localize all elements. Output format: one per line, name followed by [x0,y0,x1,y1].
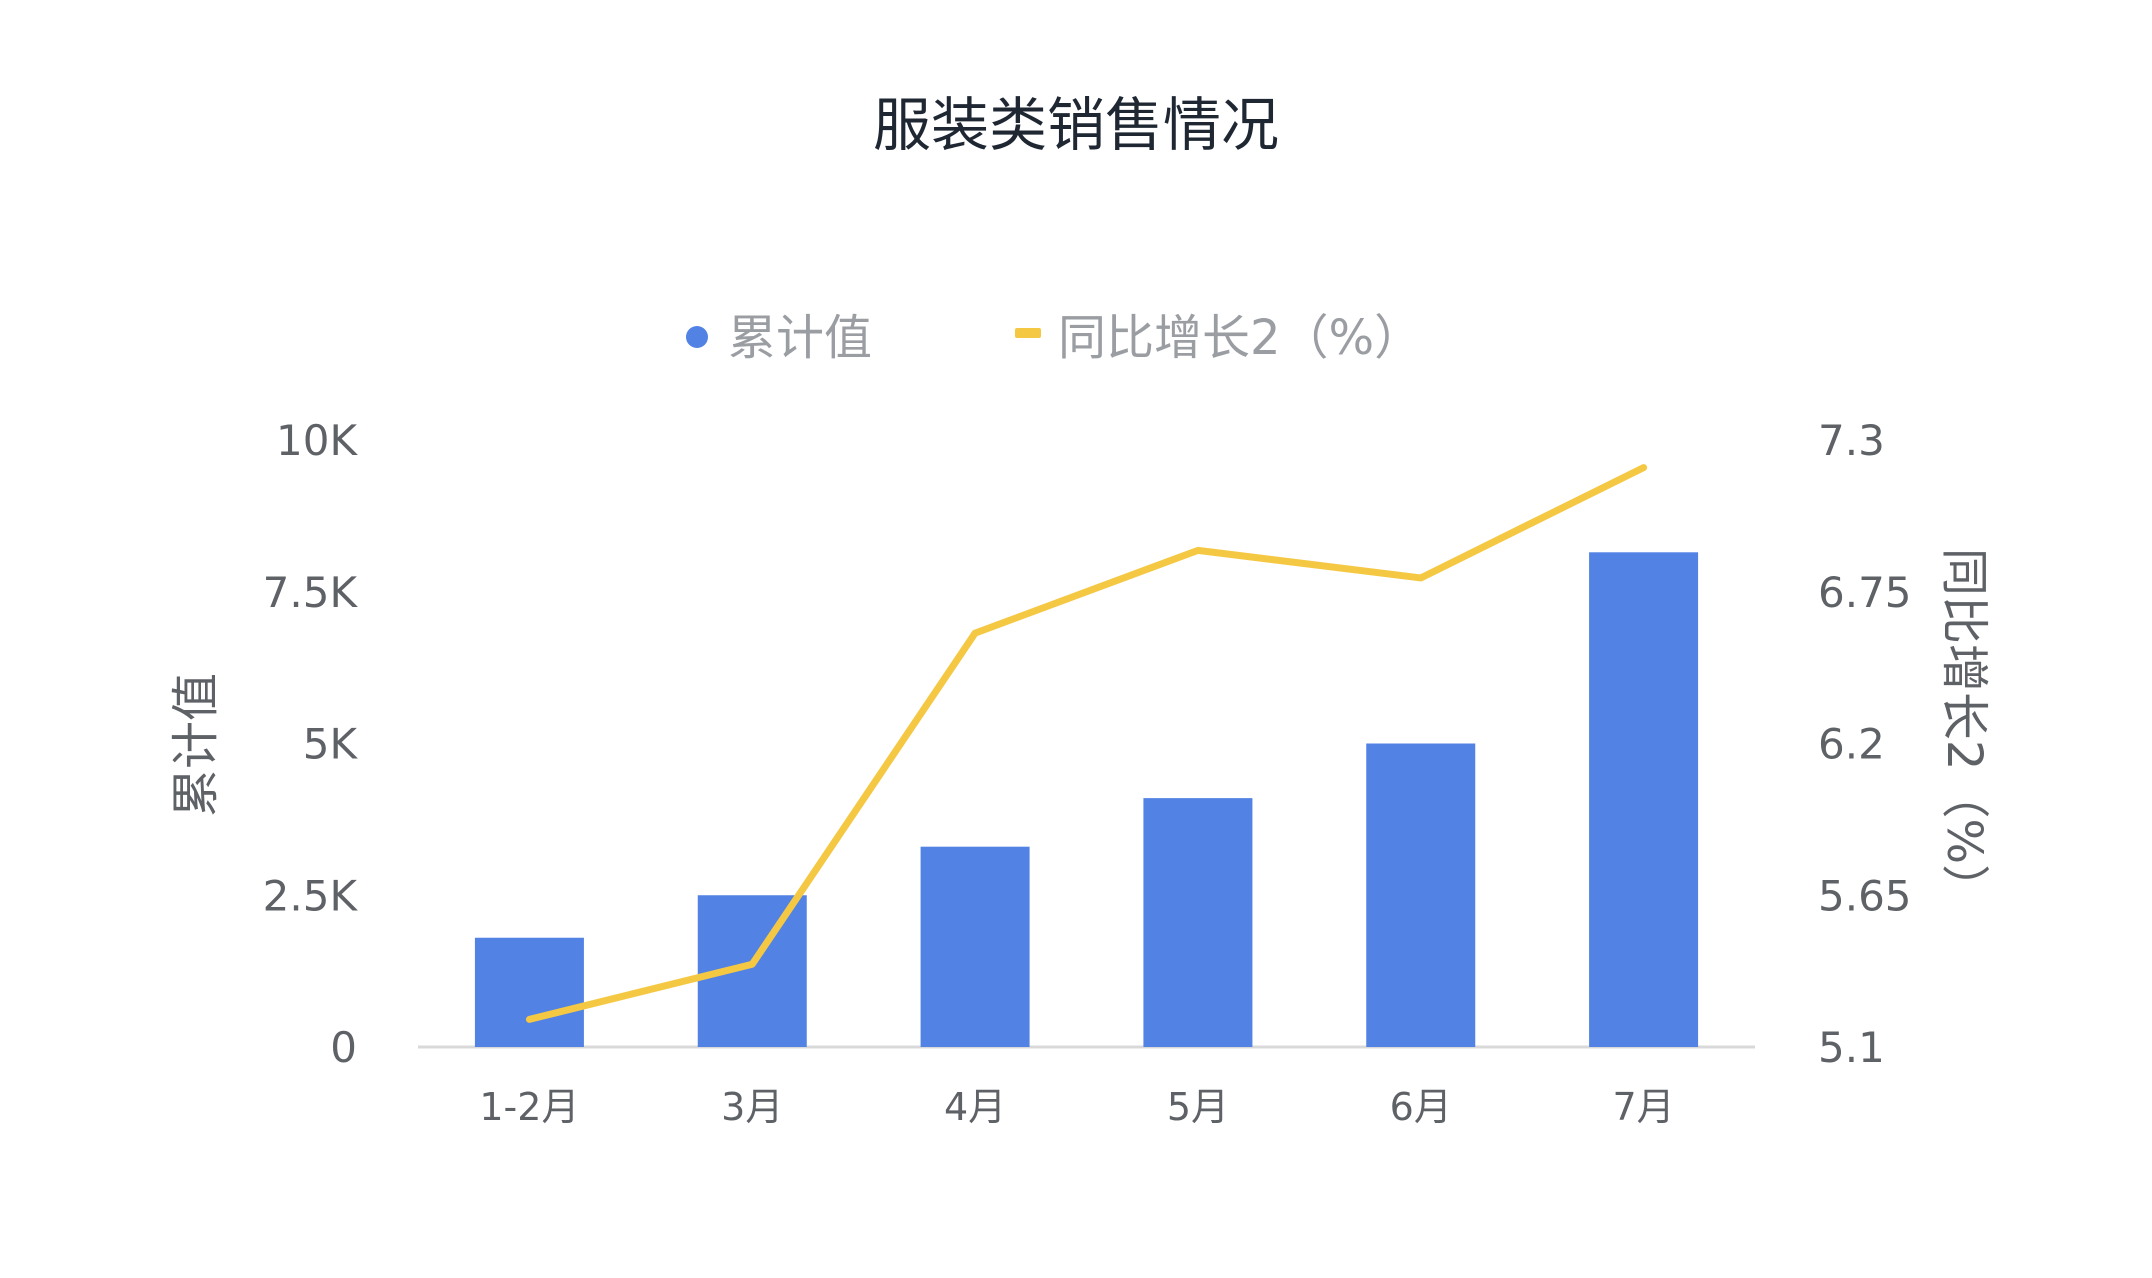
x-axis-tick-label: 5月 [1167,1085,1229,1129]
growth-point-4[interactable] [1196,548,1200,552]
growth-point-1[interactable] [527,1017,531,1021]
x-axis-tick-label: 6月 [1390,1085,1452,1129]
growth-line[interactable] [525,464,1648,1023]
right-axis-title: 同比增长2（%） [1936,548,1992,912]
bar-3[interactable] [920,846,1030,1047]
chart-title: 服装类销售情况 [873,91,1279,159]
legend-marker-bar [686,326,708,348]
legend: 累计值 同比增长2（%） [686,310,1422,366]
right-axis-tick-label: 7.3 [1818,416,1885,465]
legend-marker-line [1015,328,1041,338]
left-axis-title: 累计值 [168,673,224,817]
bar-1[interactable] [474,937,584,1047]
right-axis-tick-label: 6.75 [1818,568,1912,617]
legend-item-line[interactable]: 同比增长2（%） [1058,310,1422,366]
bar-6[interactable] [1589,552,1699,1047]
line-series [525,464,1648,1023]
left-axis-tick-label: 2.5K [263,871,359,920]
growth-point-5[interactable] [1419,576,1423,580]
growth-point-3[interactable] [973,631,977,635]
growth-point-6[interactable] [1642,466,1646,470]
bar-4[interactable] [1143,798,1253,1047]
right-axis-tick-label: 5.1 [1818,1023,1885,1072]
right-axis-tick-label: 6.2 [1818,720,1885,769]
x-axis-tick-label: 4月 [944,1085,1006,1129]
left-axis-tick-label: 7.5K [263,568,359,617]
x-axis-tick-label: 7月 [1612,1085,1674,1129]
left-axis-tick-label: 10K [276,416,358,465]
bar-series [474,552,1699,1048]
x-axis-tick-label: 3月 [721,1085,783,1129]
legend-item-bar[interactable]: 累计值 [728,310,872,366]
x-axis: 1-2月 3月 4月 5月 6月 7月 [479,1085,1674,1129]
left-axis-tick-label: 5K [303,720,359,769]
x-axis-tick-label: 1-2月 [479,1085,579,1129]
right-axis: 5.1 5.65 6.2 6.75 7.3 [1818,416,1912,1072]
left-axis-tick-label: 0 [330,1023,357,1072]
growth-point-2[interactable] [750,962,754,966]
left-axis: 0 2.5K 5K 7.5K 10K [263,416,359,1072]
right-axis-tick-label: 5.65 [1818,871,1912,920]
bar-5[interactable] [1366,743,1476,1048]
